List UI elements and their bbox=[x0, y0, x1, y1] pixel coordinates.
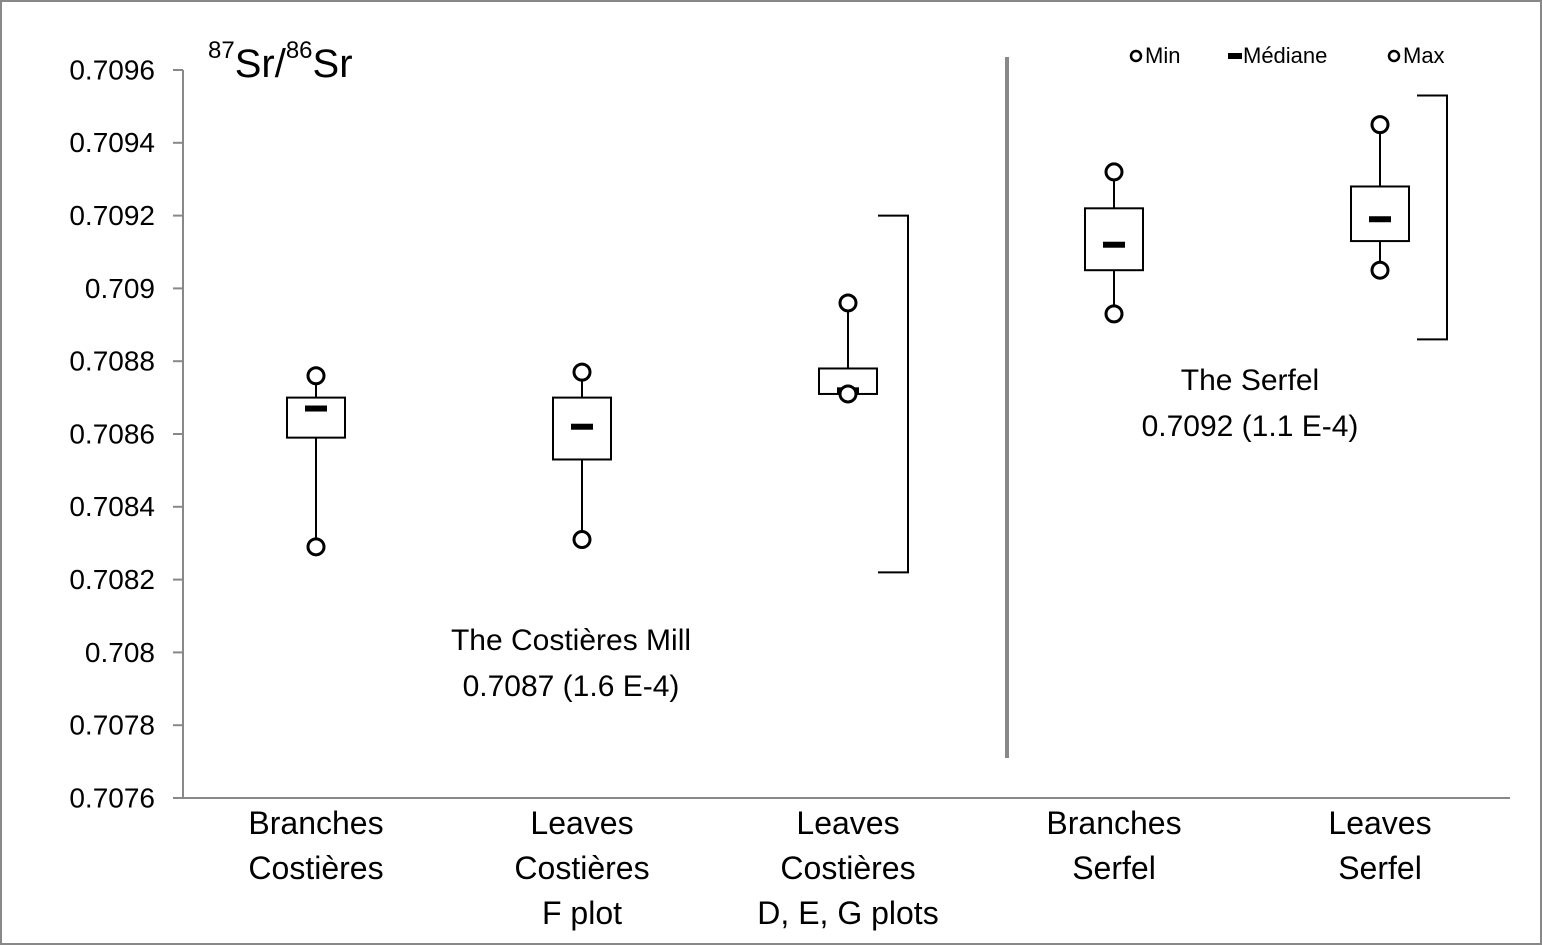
bracket bbox=[1417, 94, 1448, 341]
median bbox=[571, 423, 593, 430]
legend-label: Médiane bbox=[1243, 43, 1327, 68]
annotation: The Costières Mill bbox=[451, 624, 691, 657]
sup: 86 bbox=[286, 37, 313, 64]
label-line: Serfel bbox=[1338, 850, 1422, 886]
legend-symbol bbox=[1129, 49, 1143, 63]
label-line: Costières bbox=[780, 850, 915, 886]
y-tick-label: 0.7092 bbox=[69, 200, 155, 231]
median bbox=[305, 405, 327, 412]
box bbox=[1084, 207, 1144, 272]
x-tick-label: Leaves Costières F plot bbox=[514, 805, 649, 931]
min-marker bbox=[838, 384, 858, 404]
label-line: Costières bbox=[514, 850, 649, 886]
label-line: Branches bbox=[1046, 805, 1181, 841]
y-axis-label: 87Sr/86Sr bbox=[208, 37, 353, 85]
y-tick-label: 0.7088 bbox=[69, 346, 155, 377]
max-marker bbox=[838, 293, 858, 313]
label-line: Costières bbox=[248, 850, 383, 886]
y-tick-label: 0.7076 bbox=[69, 782, 155, 813]
x-tick-label: Leaves Costières D, E, G plots bbox=[757, 805, 938, 931]
label-part: Sr/ bbox=[235, 42, 287, 86]
y-tick-label: 0.7084 bbox=[69, 491, 155, 522]
label-line: Leaves bbox=[530, 805, 633, 841]
legend-symbol bbox=[1228, 53, 1242, 59]
x-tick-label: Leaves Serfel bbox=[1328, 805, 1431, 886]
min-marker bbox=[1370, 260, 1390, 280]
y-tick-label: 0.7096 bbox=[69, 54, 155, 85]
y-tick-label: 0.7078 bbox=[69, 710, 155, 741]
label-line: Branches bbox=[248, 805, 383, 841]
legend-symbol bbox=[1387, 49, 1401, 63]
max-marker bbox=[572, 362, 592, 382]
annotation: 0.7092 (1.1 E-4) bbox=[1142, 410, 1359, 443]
y-tick-label: 0.7094 bbox=[69, 127, 155, 158]
x-tick-label: Branches Costières bbox=[248, 805, 383, 886]
max-marker bbox=[306, 366, 326, 386]
y-tick-label: 0.708 bbox=[85, 637, 155, 668]
label-line: D, E, G plots bbox=[757, 895, 938, 931]
max-marker bbox=[1104, 162, 1124, 182]
legend-label: Min bbox=[1145, 43, 1180, 68]
label-part: Sr bbox=[313, 42, 353, 86]
median bbox=[1103, 241, 1125, 248]
box bbox=[286, 396, 346, 439]
label-line: Leaves bbox=[796, 805, 899, 841]
annotation: The Serfel bbox=[1181, 364, 1319, 397]
min-marker bbox=[306, 537, 326, 557]
legend-label: Max bbox=[1403, 43, 1445, 68]
label-line: F plot bbox=[542, 895, 622, 931]
label-line: Serfel bbox=[1072, 850, 1156, 886]
annotation: 0.7087 (1.6 E-4) bbox=[463, 670, 680, 703]
y-tick-label: 0.7086 bbox=[69, 418, 155, 449]
bracket bbox=[878, 214, 909, 574]
min-marker bbox=[572, 530, 592, 550]
label-line: Leaves bbox=[1328, 805, 1431, 841]
min-marker bbox=[1104, 304, 1124, 324]
sup: 87 bbox=[208, 37, 235, 64]
median bbox=[1369, 216, 1391, 223]
y-tick-label: 0.7082 bbox=[69, 564, 155, 595]
y-tick-label: 0.709 bbox=[85, 273, 155, 304]
box bbox=[1350, 185, 1410, 243]
x-tick-label: Branches Serfel bbox=[1046, 805, 1181, 886]
max-marker bbox=[1370, 115, 1390, 135]
